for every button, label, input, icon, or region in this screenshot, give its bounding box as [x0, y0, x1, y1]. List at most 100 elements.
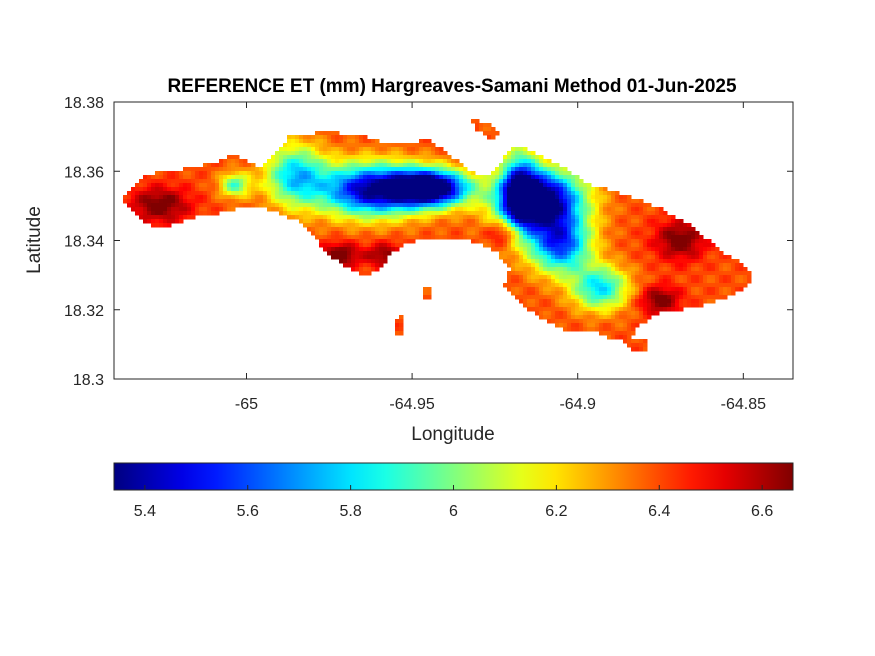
- et-cell: [399, 327, 404, 332]
- et-cell: [543, 243, 548, 248]
- et-cell: [483, 127, 488, 132]
- et-cell: [235, 191, 240, 196]
- et-cell: [199, 187, 204, 192]
- et-cell: [459, 211, 464, 216]
- et-cell: [659, 207, 664, 212]
- et-cell: [675, 247, 680, 252]
- et-cell: [543, 199, 548, 204]
- et-cell: [483, 187, 488, 192]
- et-cell: [451, 211, 456, 216]
- et-cell: [651, 247, 656, 252]
- et-cell: [495, 171, 500, 176]
- et-cell: [623, 239, 628, 244]
- et-cell: [571, 195, 576, 200]
- et-cell: [623, 247, 628, 252]
- et-cell: [463, 215, 468, 220]
- et-cell: [571, 271, 576, 276]
- et-cell: [363, 215, 368, 220]
- et-cell: [535, 191, 540, 196]
- et-cell: [347, 243, 352, 248]
- et-cell: [311, 163, 316, 168]
- et-cell: [371, 139, 376, 144]
- et-cell: [403, 231, 408, 236]
- et-cell: [443, 171, 448, 176]
- et-cell: [167, 179, 172, 184]
- et-cell: [215, 207, 220, 212]
- et-cell: [727, 255, 732, 260]
- et-cell: [287, 183, 292, 188]
- et-cell: [383, 175, 388, 180]
- et-cell: [575, 187, 580, 192]
- et-cell: [415, 195, 420, 200]
- et-cell: [527, 247, 532, 252]
- et-cell: [603, 259, 608, 264]
- et-cell: [519, 167, 524, 172]
- et-cell: [323, 239, 328, 244]
- et-cell: [627, 235, 632, 240]
- et-cell: [467, 179, 472, 184]
- et-cell: [695, 259, 700, 264]
- et-cell: [327, 199, 332, 204]
- et-cell: [639, 219, 644, 224]
- et-cell: [539, 275, 544, 280]
- et-cell: [603, 227, 608, 232]
- et-cell: [551, 251, 556, 256]
- et-cell: [535, 199, 540, 204]
- et-cell: [563, 183, 568, 188]
- et-cell: [563, 247, 568, 252]
- et-cell: [431, 175, 436, 180]
- et-cell: [143, 203, 148, 208]
- et-cell: [503, 191, 508, 196]
- et-cell: [531, 179, 536, 184]
- et-cell: [263, 179, 268, 184]
- et-cell: [407, 231, 412, 236]
- et-cell: [355, 259, 360, 264]
- et-cell: [175, 183, 180, 188]
- et-cell: [575, 327, 580, 332]
- et-cell: [463, 195, 468, 200]
- et-cell: [367, 215, 372, 220]
- et-cell: [603, 295, 608, 300]
- et-cell: [143, 215, 148, 220]
- et-cell: [699, 251, 704, 256]
- et-cell: [175, 199, 180, 204]
- et-cell: [491, 191, 496, 196]
- et-cell: [467, 203, 472, 208]
- et-cell: [611, 291, 616, 296]
- et-cell: [167, 187, 172, 192]
- et-cell: [671, 247, 676, 252]
- et-cell: [295, 167, 300, 172]
- et-cell: [495, 231, 500, 236]
- et-cell: [315, 159, 320, 164]
- colorbar-tick-label: 6.6: [751, 503, 773, 520]
- et-cell: [619, 207, 624, 212]
- et-cell: [599, 219, 604, 224]
- et-cell: [451, 191, 456, 196]
- et-cell: [451, 199, 456, 204]
- et-cell: [391, 143, 396, 148]
- et-cell: [563, 219, 568, 224]
- et-cell: [635, 323, 640, 328]
- et-cell: [423, 215, 428, 220]
- et-cell: [555, 307, 560, 312]
- et-cell: [611, 275, 616, 280]
- et-cell: [543, 223, 548, 228]
- et-cell: [427, 227, 432, 232]
- et-cell: [703, 291, 708, 296]
- et-cell: [307, 227, 312, 232]
- et-cell: [259, 175, 264, 180]
- et-cell: [203, 171, 208, 176]
- et-cell: [407, 207, 412, 212]
- et-cell: [183, 211, 188, 216]
- et-cell: [215, 203, 220, 208]
- et-cell: [503, 159, 508, 164]
- et-cell: [371, 151, 376, 156]
- et-cell: [627, 247, 632, 252]
- et-cell: [571, 235, 576, 240]
- et-cell: [735, 275, 740, 280]
- et-cell: [595, 199, 600, 204]
- et-cell: [511, 191, 516, 196]
- et-cell: [339, 147, 344, 152]
- et-cell: [727, 263, 732, 268]
- et-field-layer: [123, 119, 752, 352]
